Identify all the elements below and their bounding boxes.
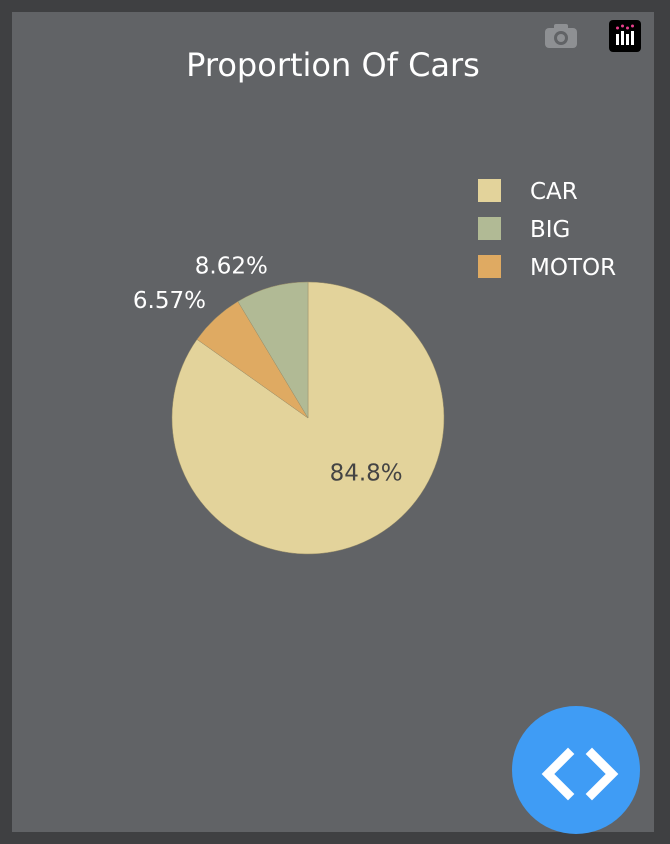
camera-icon[interactable] [545,24,577,48]
chart-title: Proportion Of Cars [186,46,480,84]
legend-label: MOTOR [530,255,616,281]
legend-swatch [478,255,501,278]
legend-item-motor[interactable]: MOTOR [478,255,616,281]
legend-item-big[interactable]: BIG [478,217,570,243]
legend-swatch [478,217,501,240]
slice-label-motor: 6.57% [133,288,206,314]
legend-item-car[interactable]: CAR [478,179,578,205]
code-brackets-icon [541,747,619,801]
slice-label-car: 84.8% [330,460,403,486]
code-toggle-button[interactable] [512,706,640,834]
legend-label: BIG [530,217,570,243]
plotly-logo-icon[interactable] [609,20,641,52]
pie-slice-big[interactable] [237,281,309,419]
legend-swatch [478,179,501,202]
legend-label: CAR [530,179,578,205]
slice-label-big: 8.62% [195,253,268,279]
